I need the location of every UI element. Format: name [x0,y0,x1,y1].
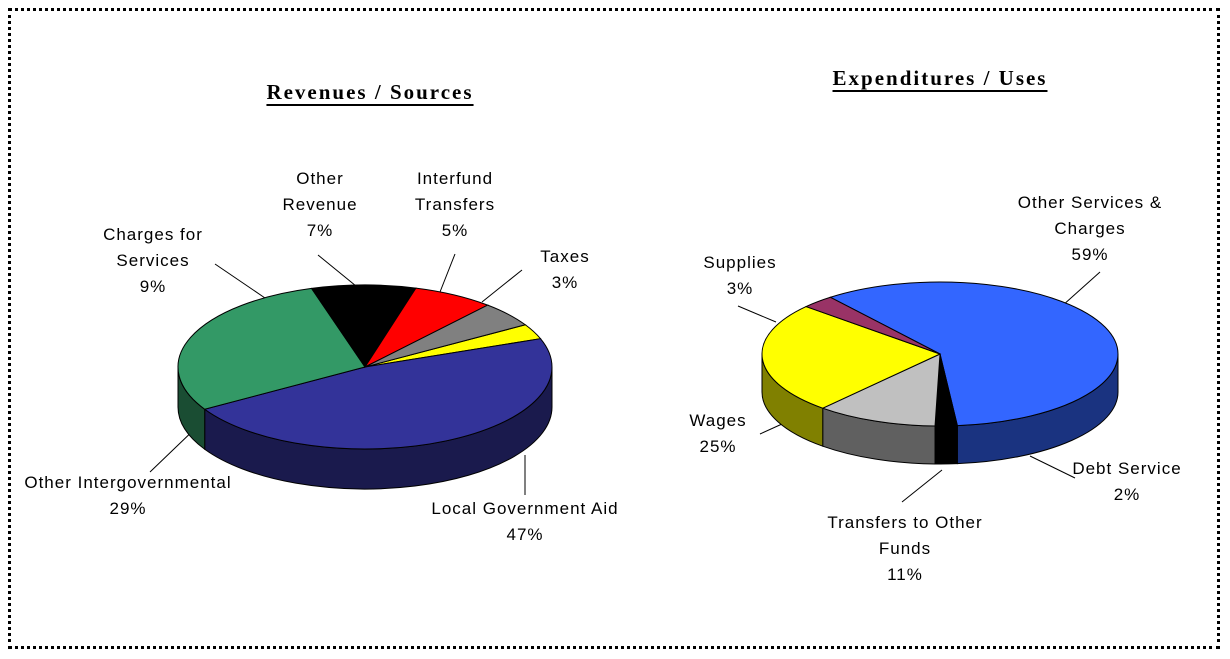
chart-title: Expenditures / Uses [832,66,1048,90]
slice-label: Other Services & Charges 59% [990,190,1190,268]
slice [203,338,553,450]
frame [8,8,1220,649]
leader-lines [149,253,1101,503]
value-label: 29% [109,499,147,518]
slice [364,304,527,368]
slice-label: Charges for Services 9% [83,222,223,300]
slice-side [934,425,958,465]
category-label: Other Revenue [282,169,358,214]
slice-label: Taxes 3% [530,244,600,296]
leader-line [901,469,943,503]
category-label: Debt Service [1072,459,1182,478]
category-label: Wages [689,411,747,430]
value-label: 47% [506,525,544,544]
slice-label: Wages 25% [678,408,758,460]
slice [177,287,366,410]
category-label: Local Government Aid [431,499,619,518]
value-label: 25% [699,437,737,456]
value-label: 5% [441,221,469,240]
chart-title: Revenues / Sources [266,80,474,104]
slice-label: Local Government Aid 47% [415,496,635,548]
category-label: Interfund Transfers [414,169,496,214]
slice [829,281,1119,427]
leader-line [1061,271,1101,307]
value-label: 7% [306,221,334,240]
leader-line [439,253,456,293]
slice-label: Supplies 3% [695,250,785,302]
category-label: Supplies [703,253,777,272]
leader-line [214,263,266,299]
slice-label: Transfers to Other Funds 11% [800,510,1010,588]
category-label: Other Intergovernmental [24,473,232,492]
value-label: 9% [139,277,167,296]
leader-line [317,254,357,287]
slice [310,284,417,368]
slice-label: Interfund Transfers 5% [405,166,505,244]
leader-line [737,305,777,323]
leader-line [759,423,783,435]
value-label: 59% [1071,245,1109,264]
category-label: Taxes [540,247,590,266]
slice-label: Debt Service 2% [1047,456,1207,508]
slice-label: Other Revenue 7% [275,166,365,244]
slice [821,353,941,427]
category-label: Transfers to Other Funds [827,513,983,558]
value-label: 3% [551,273,579,292]
slice [804,296,941,355]
category-label: Charges for Services [103,225,203,270]
value-label: 2% [1113,485,1141,504]
leader-line [1029,455,1076,479]
slice-label: Other Intergovernmental 29% [18,470,238,522]
value-label: 11% [887,565,923,584]
slice [761,306,942,409]
value-label: 3% [726,279,754,298]
leader-line [481,269,523,303]
category-label: Other Services & Charges [1017,193,1163,238]
